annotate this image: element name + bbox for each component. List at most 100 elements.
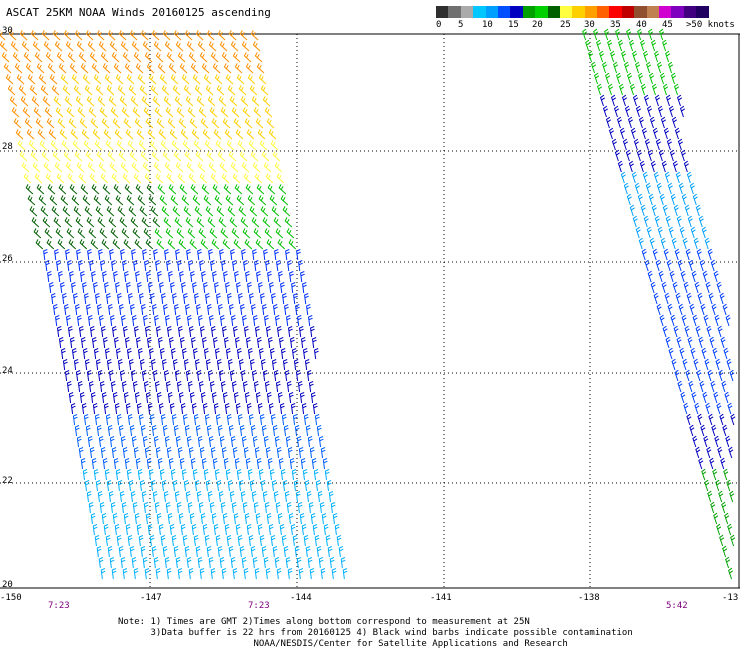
wind-barb: [111, 447, 117, 459]
wind-barb: [152, 370, 158, 382]
wind-barb: [197, 436, 203, 448]
wind-barb: [289, 458, 295, 470]
wind-barb: [100, 260, 105, 272]
wind-barb: [638, 116, 644, 129]
wind-barb: [169, 524, 175, 536]
wind-barb: [699, 259, 705, 272]
wind-barb: [661, 160, 667, 173]
wind-barb: [217, 546, 223, 558]
wind-barb: [43, 249, 48, 261]
wind-barb: [677, 380, 683, 393]
wind-barb: [91, 337, 97, 349]
wind-barb: [641, 248, 647, 261]
wind-barb: [95, 480, 101, 492]
wind-barb: [196, 370, 202, 382]
wind-barb: [317, 491, 323, 503]
wind-barb: [121, 502, 127, 514]
wind-barb: [649, 72, 655, 85]
wind-barb: [693, 237, 699, 250]
wind-barb: [602, 105, 609, 118]
wind-barb: [285, 249, 290, 261]
wind-barb: [255, 118, 264, 129]
wind-barb: [145, 392, 151, 404]
wind-barb: [674, 369, 680, 382]
wind-barb: [163, 304, 168, 316]
wind-barb: [296, 557, 302, 569]
wind-barb: [113, 337, 119, 349]
wind-barb: [104, 348, 110, 360]
wind-barb: [47, 63, 56, 74]
wind-barb: [254, 447, 260, 459]
wind-barb: [157, 63, 166, 74]
wind-barb: [588, 50, 594, 63]
wind-barb: [262, 304, 267, 316]
wind-barb: [196, 96, 205, 107]
wind-barb: [659, 28, 665, 41]
wind-barb: [263, 557, 269, 569]
wind-barb: [69, 184, 78, 195]
wind-barb: [640, 204, 646, 217]
wind-barb: [188, 326, 194, 338]
wind-barb: [106, 206, 115, 217]
wind-barb: [168, 337, 174, 349]
wind-barb: [223, 337, 229, 349]
wind-barb: [150, 359, 156, 371]
wind-barb: [193, 414, 199, 426]
wind-barb: [284, 370, 290, 382]
wind-barb: [631, 171, 637, 184]
wind-barb: [710, 501, 716, 514]
wind-barb: [190, 337, 196, 349]
wind-barb: [137, 282, 142, 294]
wind-barb: [156, 118, 165, 129]
wind-barb: [685, 369, 691, 382]
wind-barb: [641, 127, 647, 140]
wind-barb: [276, 326, 282, 338]
wind-barb: [80, 271, 85, 283]
wind-barb: [313, 348, 319, 360]
wind-barb: [88, 381, 94, 393]
wind-barb: [724, 512, 730, 525]
wind-barb: [217, 425, 223, 437]
wind-barb: [127, 535, 133, 547]
wind-barb: [232, 173, 241, 184]
wind-barb: [203, 74, 212, 85]
legend-swatch: [473, 6, 486, 18]
wind-barb: [233, 392, 239, 404]
wind-barb: [150, 293, 155, 305]
wind-barb: [83, 414, 89, 426]
wind-barb: [220, 381, 226, 393]
wind-barb: [166, 173, 175, 184]
wind-barb: [252, 41, 261, 52]
wind-barb: [164, 436, 170, 448]
wind-barb: [146, 184, 155, 195]
wind-barb: [60, 74, 69, 85]
wind-barb: [51, 293, 56, 305]
wind-barb: [182, 414, 188, 426]
wind-barb: [312, 524, 318, 536]
wind-barb: [66, 381, 72, 393]
wind-barb: [721, 380, 727, 393]
wind-barb: [205, 206, 214, 217]
wind-barb: [64, 96, 73, 107]
wind-barb: [655, 259, 661, 272]
wind-barb: [112, 118, 121, 129]
wind-barb: [658, 149, 664, 162]
wind-barb: [161, 359, 167, 371]
wind-barb: [260, 480, 266, 492]
wind-barb: [81, 129, 90, 140]
wind-barb: [30, 30, 39, 41]
wind-barb: [48, 129, 57, 140]
wind-barb: [294, 425, 300, 437]
wind-barb: [236, 282, 241, 294]
wind-barb: [128, 85, 137, 96]
wind-barb: [115, 469, 121, 481]
wind-barb: [256, 184, 265, 195]
wind-barb: [67, 52, 76, 63]
wind-barb: [306, 370, 312, 382]
wind-barb: [303, 535, 309, 547]
legend-swatch: [621, 6, 635, 18]
wind-barb: [304, 480, 310, 492]
wind-barb: [172, 359, 178, 371]
wind-barb: [289, 271, 294, 283]
wind-barb: [668, 226, 674, 239]
